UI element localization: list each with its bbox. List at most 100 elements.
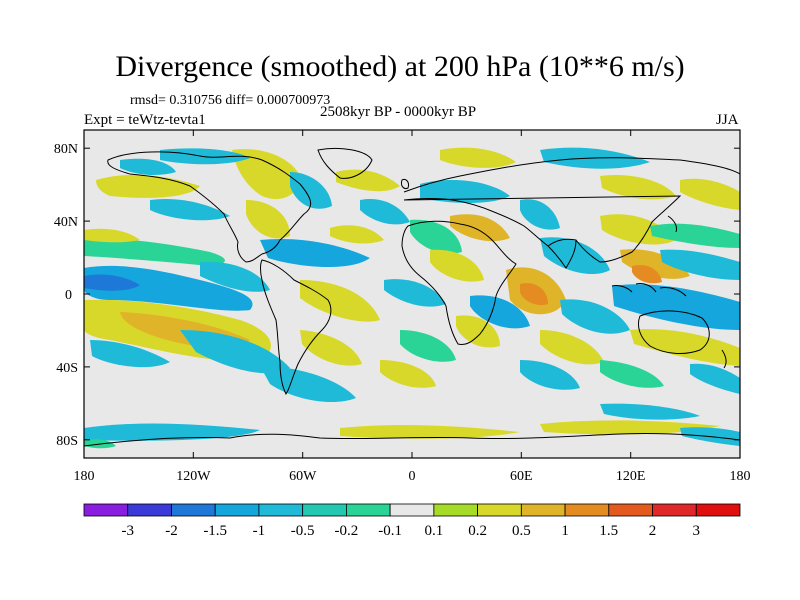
coastline-japan (667, 215, 677, 233)
field-blob (470, 295, 530, 329)
colorbar-label: -1 (253, 523, 266, 539)
field-blob (650, 223, 740, 248)
field-blob (560, 299, 630, 334)
field-blob (600, 403, 700, 420)
field-blob (340, 425, 520, 439)
coastline-africa (401, 220, 517, 345)
colorbar-label: 1 (561, 523, 569, 539)
colorbar-swatch (127, 503, 172, 517)
colorbar-swatch (389, 503, 435, 517)
colorbar (83, 503, 741, 517)
field-blob (630, 329, 740, 366)
season-label: JJA (716, 112, 739, 128)
field-blob (120, 158, 176, 175)
coastline-uk (401, 179, 409, 189)
field-blob (232, 149, 300, 200)
rmsd-diff-stats: rmsd= 0.310756 diff= 0.000700973 (130, 93, 331, 108)
coastline-south-america (260, 259, 332, 395)
lon-label: 60W (289, 469, 317, 484)
colorbar-labels: -3 -2 -1.5 -1 -0.5 -0.2 -0.1 0.1 0.2 0.5 1 1.5 2 3 (121, 523, 700, 539)
colorbar-swatch (302, 503, 347, 517)
field-blob (540, 420, 720, 435)
lon-ticks (83, 130, 741, 458)
field-blob (150, 198, 230, 221)
field-blob (410, 219, 462, 254)
field-blob (90, 340, 170, 368)
field-blob (450, 214, 510, 242)
field-blob (300, 280, 380, 322)
lat-label: 40S (56, 361, 78, 376)
field-blob (290, 172, 332, 209)
field-blob (632, 264, 662, 284)
field-blob (260, 238, 370, 268)
field-blob (384, 279, 446, 307)
field-blob (680, 178, 740, 210)
lon-label: 0 (409, 469, 416, 484)
colorbar-swatch (608, 503, 653, 517)
lon-label: 180 (730, 469, 751, 484)
colorbar-swatch (652, 503, 697, 517)
lat-ticks (84, 147, 740, 441)
coastline-antarctica (84, 432, 740, 447)
lon-label: 180 (74, 469, 95, 484)
field-blob (520, 360, 580, 390)
lat-label: 80S (56, 434, 78, 449)
field-blob (612, 284, 740, 330)
divergence-field (84, 130, 740, 458)
colorbar-swatch (477, 503, 522, 517)
colorbar-label: -0.5 (291, 523, 315, 539)
field-blob (540, 330, 604, 365)
field-blob (84, 228, 140, 243)
field-blob (600, 174, 676, 200)
colorbar-swatch (433, 503, 478, 517)
field-blob (246, 200, 290, 239)
field-blob (690, 363, 740, 394)
coastline-india (547, 239, 577, 269)
colorbar-swatch (695, 503, 741, 517)
period-label: 2508kyr BP - 0000kyr BP (320, 104, 477, 120)
field-blob (360, 198, 410, 225)
lon-label: 120E (616, 469, 646, 484)
colorbar-label: 2 (649, 523, 657, 539)
colorbar-label: 0.5 (512, 523, 531, 539)
field-blob (430, 249, 484, 282)
colorbar-label: -2 (165, 523, 178, 539)
field-blob (520, 283, 548, 306)
field-blob (540, 237, 610, 275)
coastlines (84, 147, 740, 447)
coastline-eurasia (403, 157, 740, 263)
plot-title: Divergence (smoothed) at 200 hPa (10**6 … (115, 50, 685, 83)
colorbar-swatch (520, 503, 566, 517)
field-blob (84, 238, 225, 266)
coastline-indonesia (611, 283, 687, 297)
lat-label: 40N (54, 215, 78, 230)
field-blob (84, 274, 140, 291)
colorbar-label: 1.5 (599, 523, 618, 539)
field-blob (84, 423, 260, 441)
field-blob (620, 249, 690, 279)
lon-label: 120W (176, 469, 211, 484)
colorbar-label: 0.2 (468, 523, 487, 539)
colorbar-swatch (258, 503, 304, 517)
field-blob (260, 366, 356, 403)
field-blob (84, 265, 253, 311)
field-blob (600, 360, 664, 388)
colorbar-label: -3 (121, 523, 134, 539)
colorbar-swatch (214, 503, 260, 517)
coastline-new-zealand (721, 349, 727, 369)
field-blob (180, 330, 290, 374)
field-blob (400, 330, 456, 362)
field-blob (440, 147, 516, 168)
colorbar-label: 0.1 (424, 523, 443, 539)
field-blob (200, 261, 270, 292)
colorbar-label: -0.1 (378, 523, 402, 539)
colorbar-label: -1.5 (203, 523, 227, 539)
field-blob (660, 249, 740, 280)
field-blob (380, 360, 436, 388)
lat-label: 80N (54, 142, 78, 157)
coastline-north-america (107, 151, 312, 263)
field-blob (420, 180, 510, 203)
colorbar-swatch (345, 503, 391, 517)
lon-label: 60E (510, 469, 533, 484)
